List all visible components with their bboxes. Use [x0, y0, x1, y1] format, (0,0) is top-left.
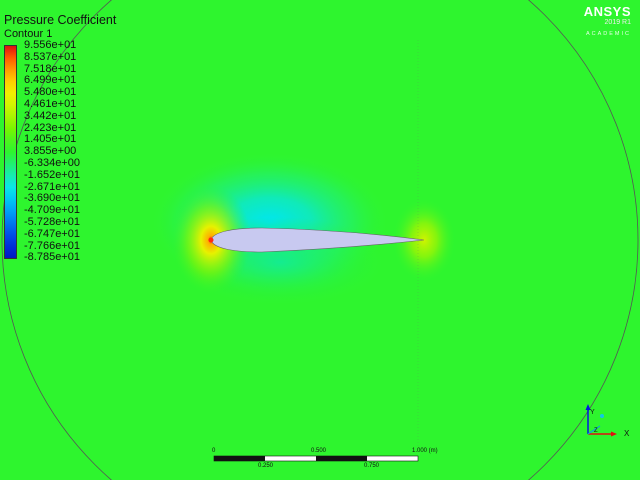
legend-label: -4.709e+01	[24, 204, 80, 217]
color-legend-labels: 9.556e+01 8.537e+01 7.518e+01 6.499e+01 …	[24, 39, 114, 264]
axis-label-x: X	[624, 429, 630, 438]
legend-label: -6.747e+01	[24, 227, 80, 240]
plot-title: Pressure Coefficient	[4, 13, 117, 27]
legend-label: 7.518e+01	[24, 62, 77, 75]
scale-tick-label: 1.000 (m)	[412, 448, 438, 454]
logo-version: 2019 R1	[604, 19, 631, 26]
stagnation-point	[208, 237, 214, 243]
logo-tagline: ACADEMIC	[585, 31, 631, 37]
legend-label: 5.480e+01	[24, 86, 77, 99]
ansys-logo: ANSYS 2019 R1 ACADEMIC	[583, 4, 631, 38]
scale-bar: 0 0.500 1.000 (m) 0.250 0.750	[212, 448, 452, 472]
axis-label-y: Y	[590, 409, 595, 416]
scale-tick-label: 0.750	[364, 463, 380, 469]
legend-label: 4.461e+01	[24, 97, 77, 110]
axis-label-z: Z	[594, 428, 598, 434]
legend-label: -7.766e+01	[24, 239, 80, 252]
legend-label: -8.785e+01	[24, 251, 80, 264]
airfoil[interactable]	[210, 227, 425, 253]
legend-label: -6.334e+00	[24, 156, 80, 169]
scale-bar-graphic	[213, 455, 419, 462]
legend-label: 1.405e+01	[24, 133, 77, 146]
legend-label: -3.690e+01	[24, 192, 80, 205]
legend-label: 2.423e+01	[24, 121, 77, 134]
legend-label: -2.671e+01	[24, 180, 80, 193]
contour-name: Contour 1	[4, 28, 53, 40]
legend-label: 3.855e+00	[24, 145, 77, 158]
legend-label: -1.652e+01	[24, 168, 80, 181]
logo-brand: ANSYS	[583, 4, 631, 19]
scale-tick-label: 0	[212, 448, 216, 454]
legend-label: 6.499e+01	[24, 74, 77, 87]
legend-label: 9.556e+01	[24, 39, 77, 51]
legend-label: -5.728e+01	[24, 215, 80, 228]
scale-tick-label: 0.500	[311, 448, 327, 454]
scale-tick-label: 0.250	[258, 463, 274, 469]
axes-triad: Y X Z	[585, 404, 630, 438]
legend-label: 8.537e+01	[24, 50, 77, 63]
legend-label: 3.442e+01	[24, 109, 77, 122]
color-legend-bar	[4, 45, 17, 259]
